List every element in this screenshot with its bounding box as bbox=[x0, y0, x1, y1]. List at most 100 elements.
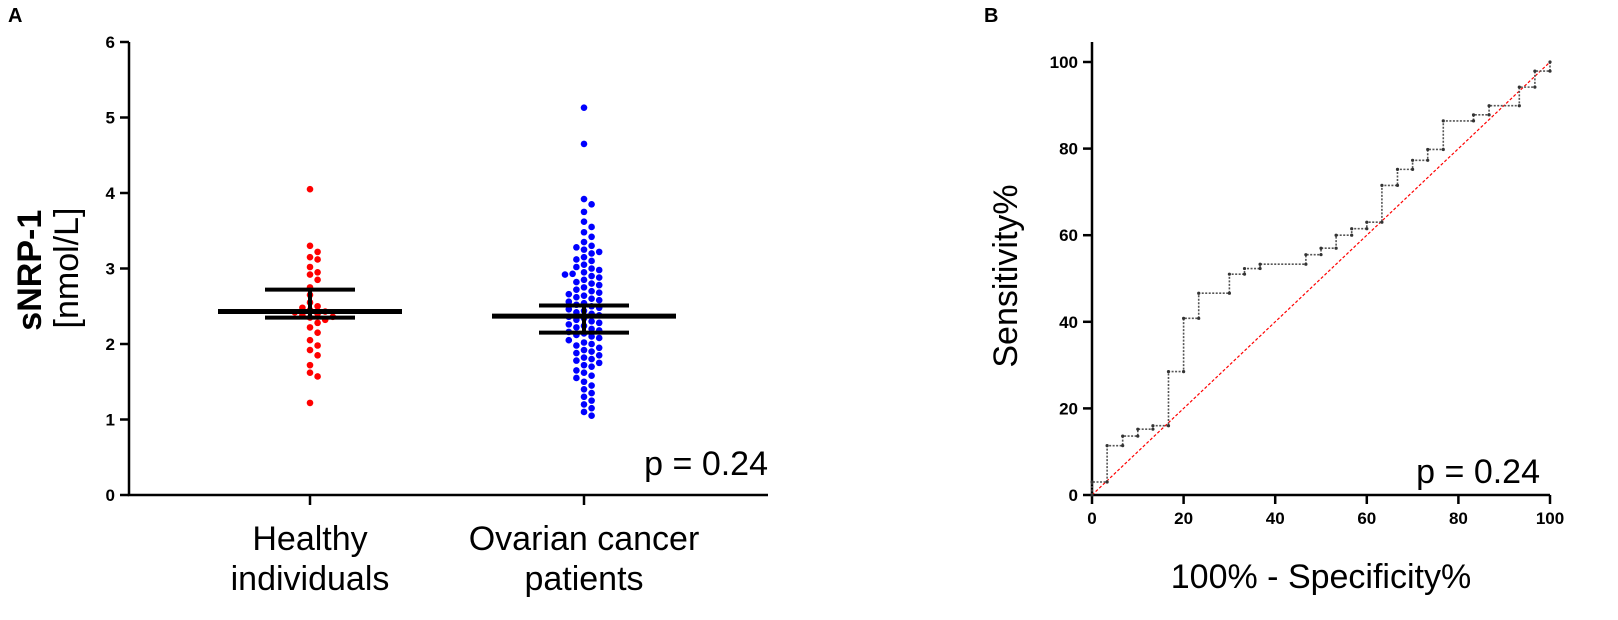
roc-point bbox=[1350, 227, 1354, 231]
healthy-data-point bbox=[314, 256, 321, 263]
panel-b-y-axis-title: Sensitivity% bbox=[987, 184, 1025, 367]
roc-point bbox=[1533, 85, 1537, 89]
roc-point bbox=[1350, 233, 1354, 237]
x-tick-label: 0 bbox=[1087, 509, 1096, 528]
cancer-data-point bbox=[595, 344, 603, 352]
healthy-data-point bbox=[306, 324, 314, 331]
cancer-data-point bbox=[588, 404, 595, 412]
y-tick-label: 3 bbox=[106, 260, 115, 279]
cancer-data-point bbox=[595, 334, 603, 342]
panel-a-letter: A bbox=[8, 5, 22, 27]
y-tick-label: 0 bbox=[106, 486, 115, 505]
cancer-data-point bbox=[595, 359, 603, 367]
roc-point bbox=[1304, 253, 1308, 257]
cancer-data-point bbox=[573, 374, 580, 382]
cancer-data-point bbox=[580, 361, 588, 369]
roc-point bbox=[1471, 119, 1476, 123]
panel-b-x-axis-title: 100% - Specificity% bbox=[1171, 558, 1471, 596]
roc-point bbox=[1441, 147, 1445, 152]
cancer-data-point bbox=[565, 336, 573, 344]
roc-point bbox=[1258, 262, 1262, 266]
x-tick-label: 80 bbox=[1449, 509, 1468, 528]
x-tick-label: 100 bbox=[1536, 509, 1564, 528]
group-label-line: Ovarian cancer bbox=[469, 520, 700, 558]
healthy-data-point bbox=[306, 242, 314, 250]
group-label-line: patients bbox=[524, 560, 643, 598]
cancer-data-point bbox=[588, 265, 595, 272]
cancer-data-point bbox=[561, 271, 569, 278]
cancer-data-point bbox=[580, 268, 588, 276]
cancer-data-point bbox=[565, 290, 573, 298]
roc-point bbox=[1090, 493, 1094, 497]
cancer-data-point bbox=[565, 305, 573, 313]
roc-point bbox=[1334, 246, 1338, 250]
roc-point bbox=[1121, 434, 1125, 438]
cancer-data-point bbox=[573, 349, 580, 357]
roc-point bbox=[1365, 220, 1369, 224]
cancer-data-point bbox=[580, 378, 588, 386]
roc-point bbox=[1471, 113, 1476, 117]
cancer-data-point bbox=[588, 348, 595, 355]
cancer-data-point bbox=[588, 272, 595, 280]
x-tick-label: 20 bbox=[1174, 509, 1193, 528]
roc-point bbox=[1411, 167, 1415, 171]
roc-curve-points bbox=[1090, 60, 1552, 497]
panel-b-x-ticks: 0 20 40 60 80 100 bbox=[1087, 495, 1564, 528]
cancer-data-point bbox=[588, 318, 595, 325]
cancer-data-point bbox=[580, 408, 588, 416]
roc-point bbox=[1197, 291, 1201, 295]
healthy-data-point bbox=[314, 342, 321, 349]
x-tick-label: 40 bbox=[1266, 509, 1285, 528]
cancer-data-point bbox=[580, 140, 588, 148]
cancer-data-point bbox=[573, 367, 580, 374]
cancer-data-point bbox=[588, 340, 595, 348]
cancer-data-point bbox=[595, 352, 603, 359]
cancer-data-point bbox=[573, 244, 580, 251]
cancer-data-point bbox=[580, 195, 588, 203]
cancer-data-point bbox=[580, 386, 588, 393]
cancer-data-point bbox=[588, 201, 595, 208]
roc-point bbox=[1380, 183, 1384, 188]
healthy-data-point bbox=[314, 319, 321, 327]
roc-point bbox=[1487, 113, 1491, 117]
panel-a-error-bars bbox=[218, 287, 676, 335]
roc-curve bbox=[1091, 62, 1551, 495]
healthy-data-point bbox=[314, 302, 321, 310]
roc-point bbox=[1258, 266, 1262, 271]
roc-point bbox=[1105, 480, 1109, 484]
healthy-data-point bbox=[306, 369, 314, 376]
roc-point bbox=[1304, 262, 1308, 266]
y-tick-label: 0 bbox=[1069, 486, 1078, 505]
cancer-data-point bbox=[588, 223, 595, 231]
cancer-data-point bbox=[588, 280, 595, 287]
cancer-data-point bbox=[580, 339, 588, 346]
roc-point bbox=[1517, 85, 1521, 89]
cancer-data-point bbox=[580, 246, 588, 253]
roc-point bbox=[1151, 424, 1155, 428]
roc-point bbox=[1121, 444, 1125, 448]
cancer-data-point bbox=[595, 319, 603, 327]
cancer-data-point bbox=[588, 257, 595, 265]
healthy-data-point bbox=[306, 185, 314, 193]
cancer-data-point bbox=[580, 218, 588, 225]
y-tick-label: 2 bbox=[106, 335, 115, 354]
healthy-data-point bbox=[306, 263, 314, 271]
roc-point bbox=[1441, 119, 1445, 123]
cancer-data-point bbox=[580, 369, 588, 376]
cancer-data-point bbox=[595, 274, 603, 281]
group-label-line: individuals bbox=[231, 560, 390, 598]
healthy-data-point bbox=[314, 373, 321, 380]
cancer-data-point bbox=[588, 250, 595, 257]
panel-a-points bbox=[291, 104, 603, 420]
roc-point bbox=[1136, 434, 1140, 438]
cancer-data-point bbox=[580, 261, 588, 269]
roc-point bbox=[1182, 316, 1186, 320]
y-axis-title: sNRP-1 [nmol/L] bbox=[11, 205, 86, 330]
healthy-data-point bbox=[306, 336, 314, 344]
roc-point bbox=[1136, 427, 1140, 431]
roc-point bbox=[1166, 369, 1171, 374]
cancer-data-point bbox=[595, 289, 603, 296]
healthy-data-point bbox=[314, 248, 321, 256]
